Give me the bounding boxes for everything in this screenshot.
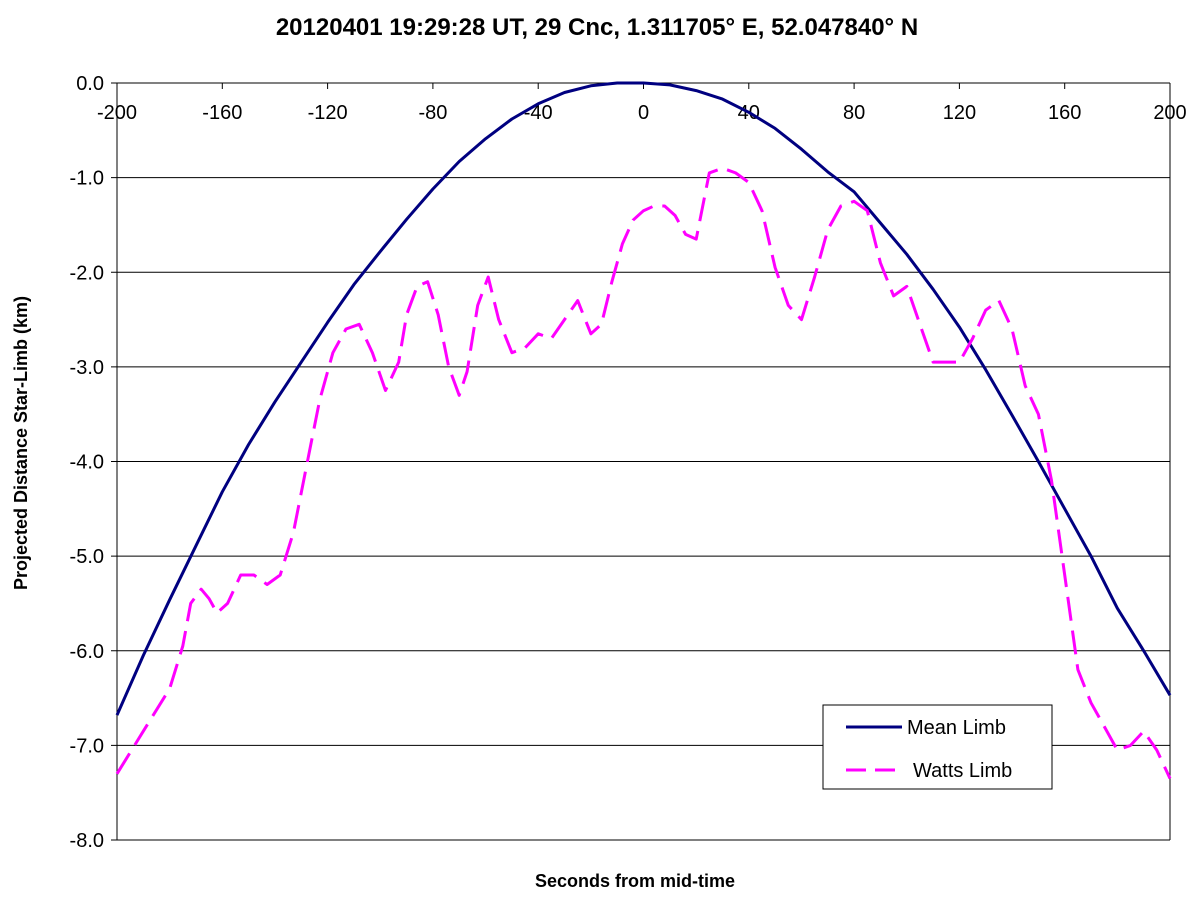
legend-label-mean-limb: Mean Limb [907,717,1006,739]
y-tick-label: -4.0 [70,452,104,474]
x-tick-label: 80 [843,102,865,124]
y-tick-label: -8.0 [70,830,104,852]
x-tick-label: 120 [943,102,976,124]
y-tick-label: -2.0 [70,262,104,284]
y-axis-ticks: 0.0 -1.0 -2.0 -3.0 -4.0 -5.0 -6.0 -7.0 -8.0 [70,73,117,852]
x-tick-label: -120 [308,102,348,124]
y-tick-label: -3.0 [70,357,104,379]
y-tick-label: -7.0 [70,735,104,757]
y-axis-label: Projected Distance Star-Limb (km) [11,296,31,590]
x-tick-label: -80 [418,102,447,124]
x-tick-label: 200 [1153,102,1186,124]
y-tick-label: 0.0 [76,73,104,95]
series-line-mean-limb [115,81,1172,716]
x-tick-label: -160 [202,102,242,124]
x-tick-label: 160 [1048,102,1081,124]
legend-label-watts-limb: Watts Limb [913,760,1012,782]
x-tick-label: -200 [97,102,137,124]
y-tick-label: -1.0 [70,168,104,190]
chart-title: 20120401 19:29:28 UT, 29 Cnc, 1.311705° … [276,14,918,41]
x-axis-label: Seconds from mid-time [535,871,735,891]
legend-box [822,704,1053,790]
series-line-watts-limb [115,166,1172,780]
series-lines [115,81,1172,780]
x-tick-label: 0 [638,102,649,124]
y-tick-label: -5.0 [70,546,104,568]
legend: Mean Limb Watts Limb [822,704,1053,790]
x-axis-ticks: -200 -160 -120 -80 -40 0 40 80 120 160 200 [97,83,1187,124]
y-tick-label: -6.0 [70,641,104,663]
